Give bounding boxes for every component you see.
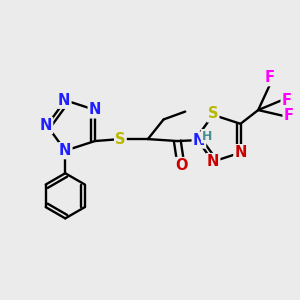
Text: H: H — [202, 130, 212, 142]
Text: N: N — [207, 154, 219, 169]
Text: N: N — [40, 118, 52, 133]
Text: S: S — [208, 106, 218, 122]
Text: N: N — [58, 93, 70, 108]
Text: N: N — [234, 145, 247, 160]
Text: N: N — [59, 143, 71, 158]
Text: N: N — [193, 133, 205, 148]
Text: O: O — [175, 158, 188, 173]
Text: F: F — [282, 93, 292, 108]
Text: F: F — [265, 70, 275, 85]
Text: F: F — [284, 108, 294, 123]
Text: N: N — [89, 102, 101, 117]
Text: S: S — [115, 132, 126, 147]
